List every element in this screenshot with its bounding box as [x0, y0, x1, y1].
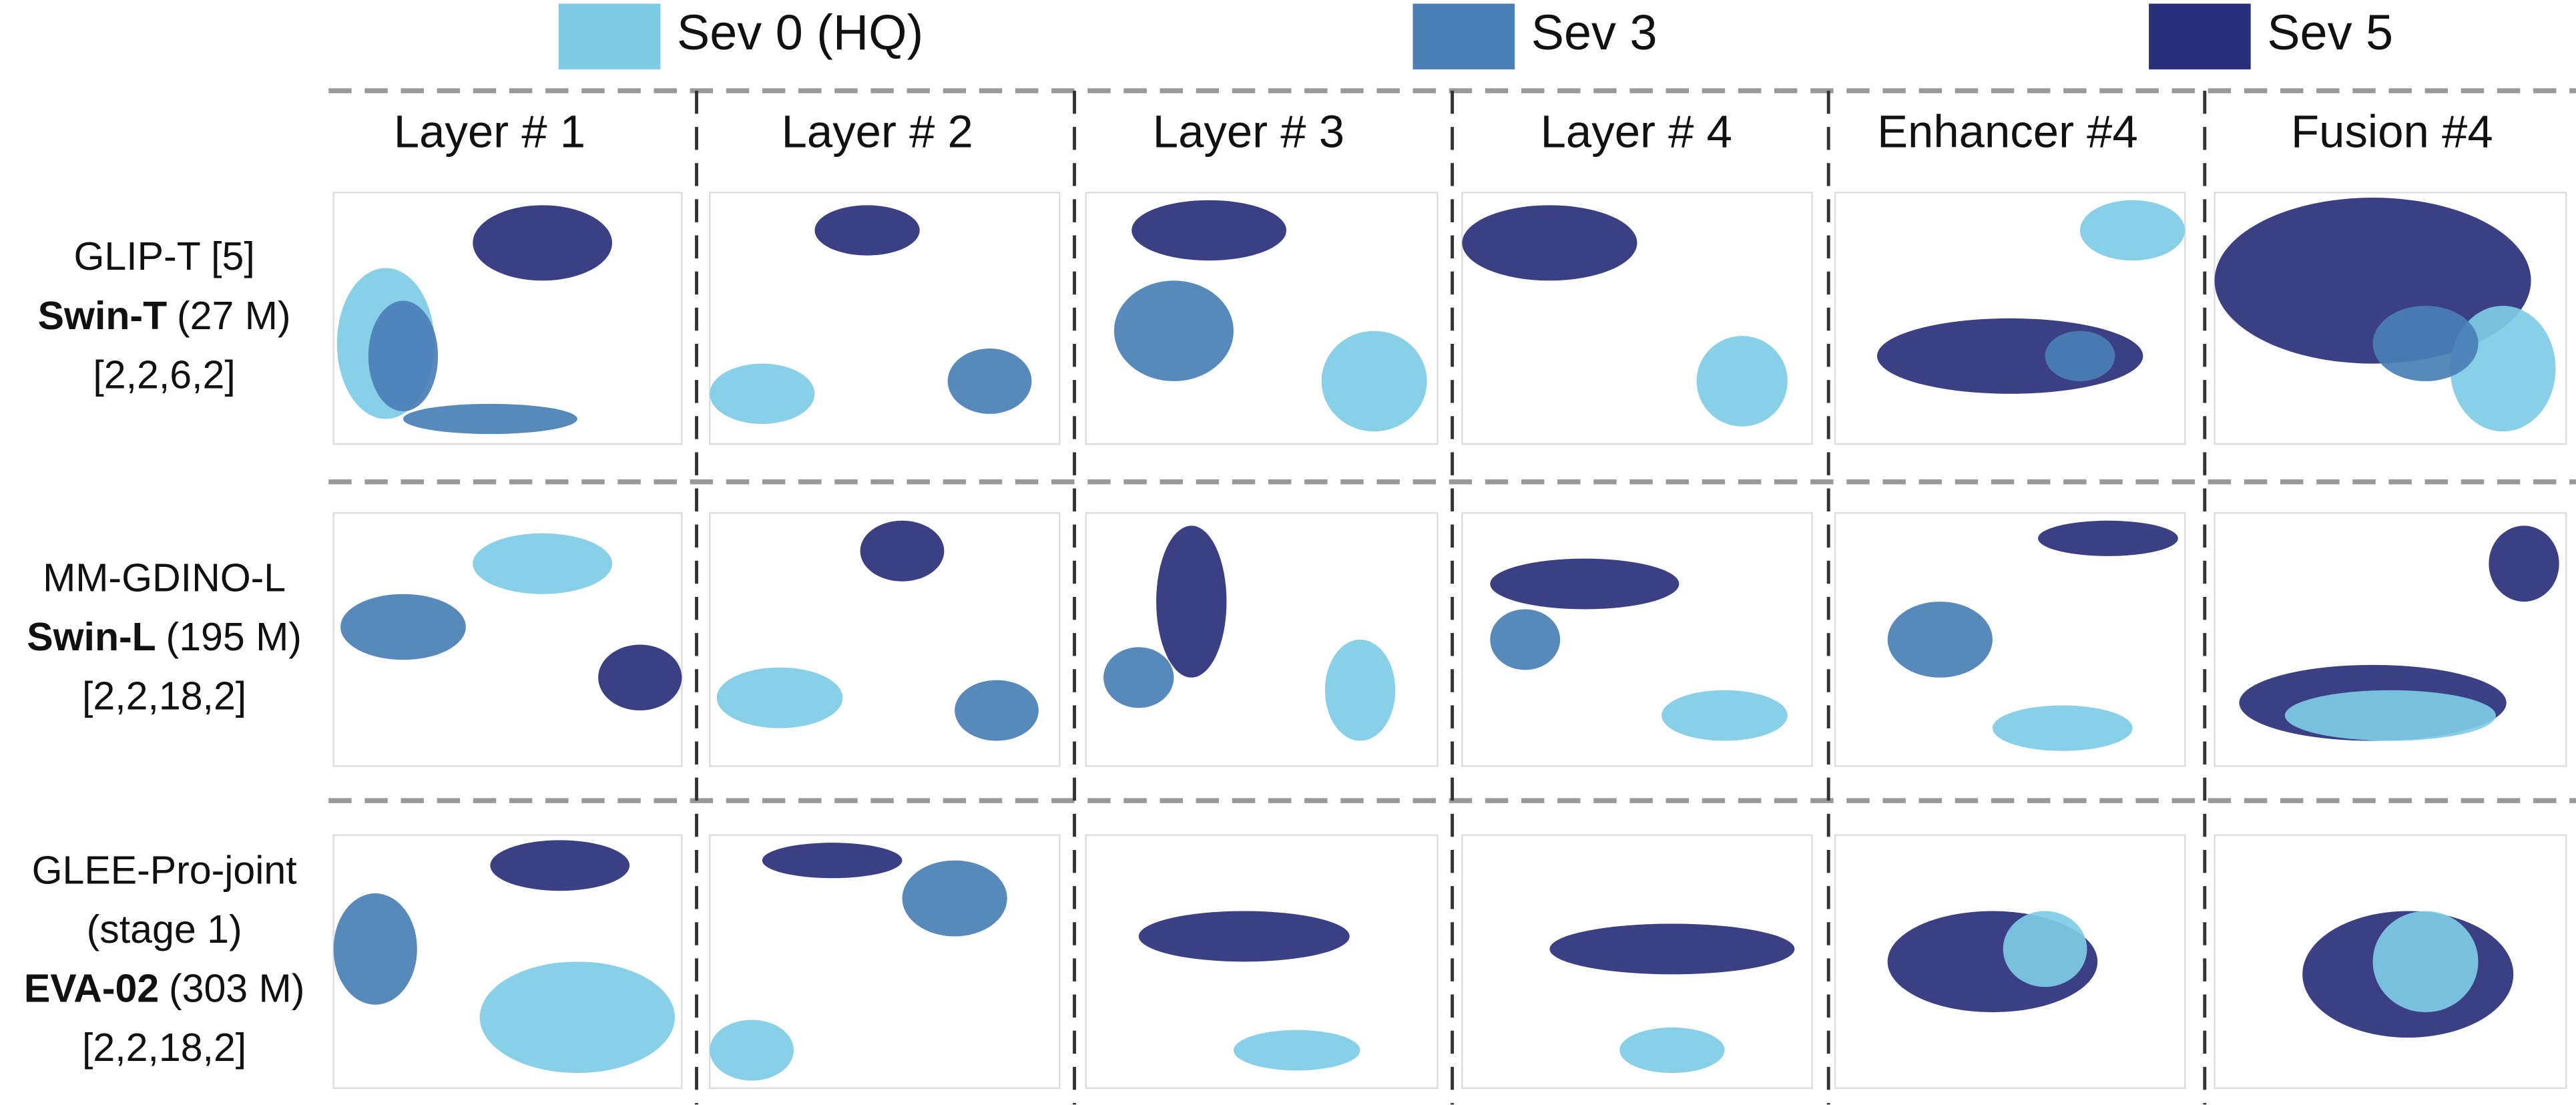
panel-frame [1834, 192, 2186, 445]
row-label-part: (195 M) [166, 615, 302, 659]
cluster [1490, 609, 1561, 670]
column-header: Layer # 2 [782, 106, 973, 158]
cluster [710, 363, 815, 424]
legend-label: Sev 5 [2267, 5, 2393, 60]
cluster [1156, 525, 1227, 678]
cluster [490, 840, 630, 891]
cluster [902, 860, 1007, 937]
panel-frame [708, 192, 1061, 445]
cluster [473, 205, 613, 281]
panel-frame [2214, 192, 2567, 445]
row-label-part: [2,2,6,2] [93, 353, 235, 397]
cluster [860, 520, 945, 582]
panel-frame [1085, 192, 1439, 445]
cluster [598, 644, 682, 711]
legend-label: Sev 0 (HQ) [677, 5, 923, 60]
row-label: Swin-T (27 M) [38, 293, 291, 337]
cluster [2045, 330, 2115, 381]
cluster [2372, 911, 2479, 1013]
legend-swatch [1412, 3, 1515, 69]
panel-frame [1834, 512, 2186, 767]
legend-swatch [2149, 3, 2251, 69]
cluster [2372, 305, 2479, 381]
column-header: Layer # 3 [1153, 106, 1344, 158]
backbone-name: Swin-T [38, 293, 168, 337]
row-label: [2,2,18,2] [82, 674, 246, 718]
backbone-name: Swin-L [27, 615, 156, 659]
cluster [333, 893, 417, 1005]
row-label-part: MM-GDINO-L [43, 556, 286, 600]
panel-frame [332, 192, 683, 445]
panel-frame [1834, 834, 2186, 1090]
cluster [1324, 639, 1396, 741]
cluster [716, 667, 843, 728]
row-label-part: [2,2,18,2] [82, 1026, 246, 1070]
panel-frame [332, 512, 683, 767]
cluster [2003, 911, 2087, 987]
cluster [479, 961, 675, 1074]
row-label-part: (27 M) [177, 293, 291, 337]
row-label-part: [2,2,18,2] [82, 674, 246, 718]
cluster [1103, 647, 1174, 708]
panel-frame [708, 834, 1061, 1090]
cluster [2284, 690, 2496, 741]
panel-frame [1461, 834, 1813, 1090]
cluster [1131, 200, 1286, 261]
column-header: Layer # 4 [1541, 106, 1732, 158]
panel-frame [1085, 512, 1439, 767]
row-label: GLIP-T [5] [73, 234, 254, 278]
cluster [1490, 558, 1680, 610]
cluster [1462, 205, 1637, 281]
panel-frame [1461, 192, 1813, 445]
cluster [1138, 911, 1350, 962]
cluster [1992, 705, 2133, 751]
panel-frame [1461, 512, 1813, 767]
row-label: EVA-02 (303 M) [24, 966, 305, 1010]
row-label: MM-GDINO-L [43, 556, 286, 600]
panel-frame [332, 834, 683, 1090]
cluster [2489, 525, 2559, 602]
cluster [814, 205, 920, 256]
row-label-part: (stage 1) [87, 907, 242, 951]
legend-swatch [558, 3, 661, 69]
row-label: GLEE-Pro-joint [32, 848, 297, 892]
row-label: (stage 1) [87, 907, 242, 951]
cluster [2038, 520, 2178, 556]
panel-frame [1085, 834, 1439, 1090]
panel-frame [2214, 512, 2567, 767]
cluster [1113, 280, 1234, 381]
row-label-part: (303 M) [169, 966, 304, 1010]
row-label-part: GLEE-Pro-joint [32, 848, 297, 892]
column-header: Enhancer #4 [1877, 106, 2138, 158]
cluster [710, 1020, 794, 1081]
cluster [955, 680, 1039, 741]
panel-frame [708, 512, 1061, 767]
row-label: [2,2,6,2] [93, 353, 235, 397]
cluster [947, 348, 1032, 414]
legend-label: Sev 3 [1531, 5, 1657, 60]
cluster [403, 403, 577, 435]
cluster [1549, 923, 1795, 975]
panel-frame [2214, 834, 2567, 1090]
cluster [1696, 336, 1788, 427]
row-label: [2,2,18,2] [82, 1026, 246, 1070]
cluster [473, 533, 613, 594]
cluster [1321, 330, 1427, 432]
backbone-name: EVA-02 [24, 966, 159, 1010]
cluster [1619, 1027, 1725, 1074]
column-header: Layer # 1 [394, 106, 585, 158]
cluster [2079, 200, 2185, 261]
cluster [762, 843, 903, 879]
cluster [1661, 690, 1788, 741]
cluster [340, 594, 466, 660]
cluster [1887, 602, 1993, 678]
column-header: Fusion #4 [2291, 106, 2493, 158]
row-label-part: GLIP-T [5] [73, 234, 254, 278]
cluster [1233, 1030, 1360, 1071]
row-label: Swin-L (195 M) [27, 615, 302, 659]
cluster [368, 300, 439, 412]
